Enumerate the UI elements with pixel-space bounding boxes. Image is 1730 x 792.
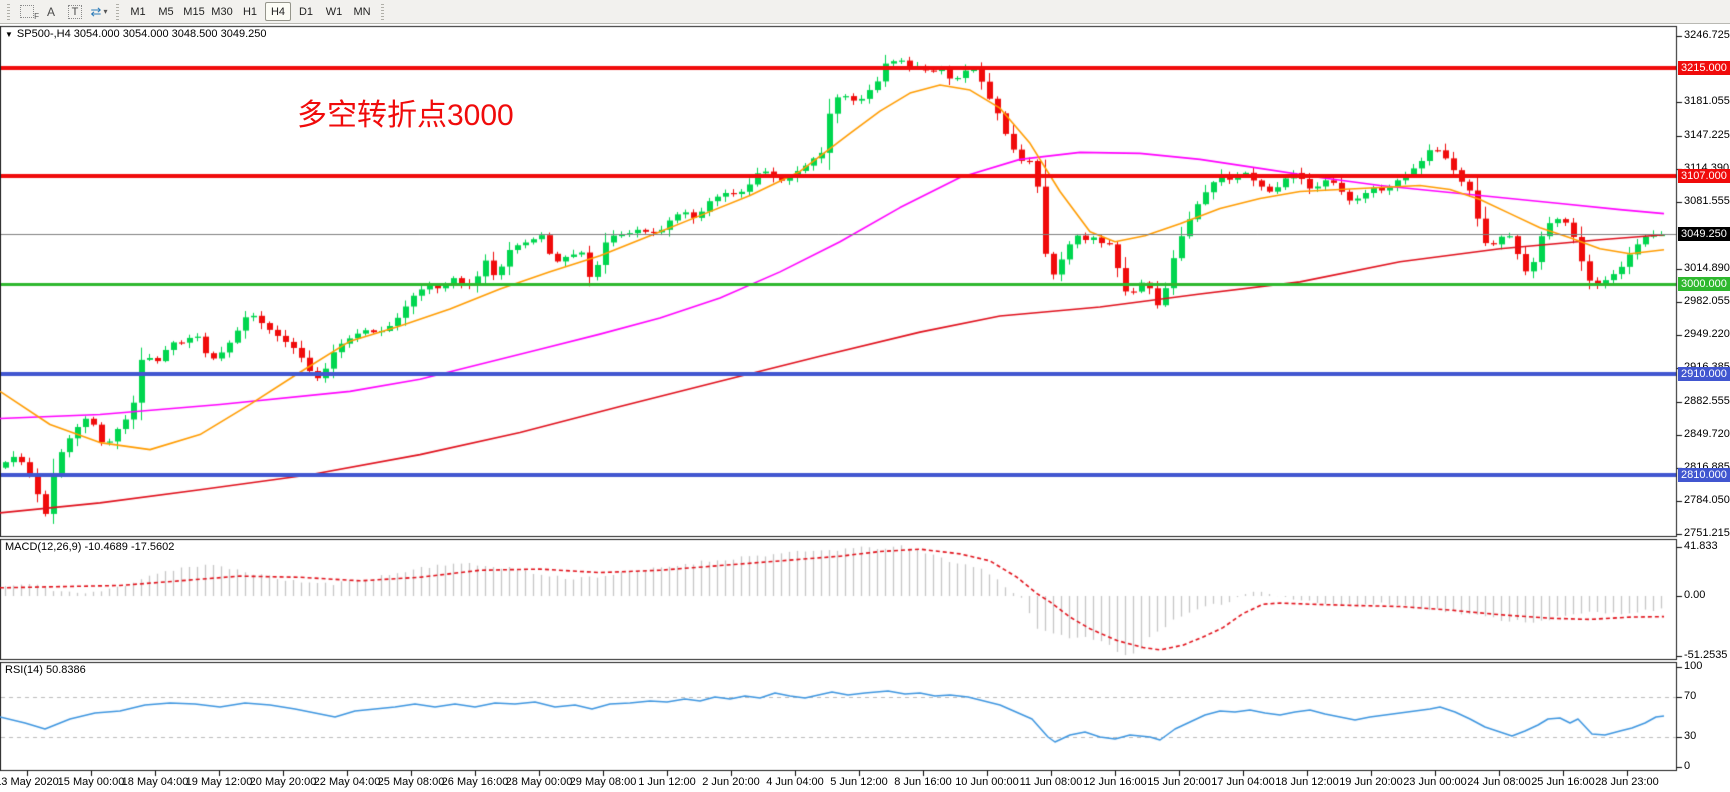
- toolbar-grip[interactable]: [7, 3, 10, 20]
- toolbar-grip[interactable]: [116, 3, 119, 20]
- date-axis-label: 24 Jun 08:00: [1467, 776, 1531, 788]
- price-axis-label: 2982.055: [1684, 294, 1730, 307]
- macd-values: -10.4689 -17.5602: [84, 541, 175, 553]
- date-axis-label: 10 Jun 00:00: [955, 776, 1019, 788]
- price-axis-label: 2882.555: [1684, 394, 1730, 407]
- chart-annotation: 多空转折点3000: [297, 99, 514, 132]
- date-axis-label: 4 Jun 04:00: [766, 776, 824, 788]
- macd-name: MACD(12,26,9): [5, 541, 82, 553]
- chart-canvas[interactable]: [0, 24, 1730, 792]
- date-axis-label: 12 Jun 16:00: [1083, 776, 1147, 788]
- price-level-badge: 2910.000: [1678, 367, 1730, 382]
- chart-symbol-title: ▼ SP500-,H4 3054.000 3054.000 3048.500 30…: [5, 28, 266, 40]
- price-axis-label: 3014.890: [1684, 261, 1730, 274]
- timeframe-button-w1[interactable]: W1: [325, 6, 343, 18]
- price-level-badge: 2810.000: [1678, 467, 1730, 482]
- date-axis-label: 19 Jun 20:00: [1339, 776, 1403, 788]
- timeframe-button-m5[interactable]: M5: [158, 6, 174, 18]
- date-axis-label: 23 Jun 00:00: [1403, 776, 1467, 788]
- rsi-axis-label: 100: [1684, 660, 1703, 672]
- date-axis-label: 15 Jun 20:00: [1147, 776, 1211, 788]
- chart-grid-f-icon: F: [20, 5, 39, 21]
- label-tool-button[interactable]: T: [63, 2, 87, 22]
- timeframe-button-h4[interactable]: H4: [265, 2, 291, 21]
- date-axis-label: 2 Jun 20:00: [702, 776, 760, 788]
- rsi-label: RSI(14) 50.8386: [5, 664, 86, 676]
- price-axis-label: 2949.220: [1684, 327, 1730, 340]
- date-axis-label: 19 May 12:00: [185, 776, 253, 788]
- price-axis-label: 2849.720: [1684, 427, 1730, 440]
- macd-label: MACD(12,26,9) -10.4689 -17.5602: [5, 541, 174, 553]
- symbol-ohlc-text: SP500-,H4 3054.000 3054.000 3048.500 304…: [16, 28, 267, 40]
- timeframe-button-m30[interactable]: M30: [211, 6, 233, 18]
- arrows-tool-button[interactable]: ⇄ ▾: [90, 3, 108, 19]
- rsi-axis-label: 30: [1684, 730, 1697, 742]
- rsi-axis-label: 0: [1684, 760, 1691, 772]
- price-axis-label: 2751.215: [1684, 526, 1730, 539]
- text-tool-button[interactable]: A: [46, 4, 55, 19]
- price-level-badge: 3049.250: [1678, 227, 1730, 242]
- macd-axis-label: 0.00: [1684, 589, 1706, 601]
- date-axis-label: 18 May 04:00: [121, 776, 189, 788]
- dropdown-caret-icon: ▾: [103, 7, 108, 16]
- price-axis-label: 3147.225: [1684, 129, 1730, 142]
- price-axis-label: 3081.555: [1684, 195, 1730, 207]
- date-axis-label: 25 Jun 16:00: [1531, 776, 1595, 788]
- date-axis-label: 26 May 16:00: [441, 776, 509, 788]
- date-axis-label: 13 May 2020: [0, 776, 59, 788]
- date-axis-label: 5 Jun 12:00: [830, 776, 888, 788]
- toolbar-grip[interactable]: [381, 3, 384, 20]
- price-axis-label: 3246.725: [1684, 29, 1730, 42]
- date-axis-label: 28 May 00:00: [505, 776, 573, 788]
- price-axis-label: 2784.050: [1684, 493, 1730, 506]
- date-axis-label: 28 Jun 23:00: [1595, 776, 1659, 788]
- price-level-badge: 3000.000: [1678, 276, 1730, 291]
- date-axis-label: 1 Jun 12:00: [638, 776, 696, 788]
- date-axis-label: 25 May 08:00: [377, 776, 445, 788]
- timeframe-button-m15[interactable]: M15: [183, 6, 205, 18]
- price-level-badge: 3107.000: [1678, 169, 1730, 184]
- date-axis-label: 11 Jun 08:00: [1019, 776, 1083, 788]
- toolbar: F A T ⇄ ▾ M1 M5 M15 M30 H1 H4 D1 W1 MN: [0, 0, 1730, 24]
- chart-shift-button[interactable]: F: [15, 2, 39, 22]
- price-axis-label: 3181.055: [1684, 95, 1730, 108]
- date-axis-label: 17 Jun 04:00: [1211, 776, 1275, 788]
- rsi-name: RSI(14): [5, 664, 43, 676]
- collapse-triangle-icon[interactable]: ▼: [5, 30, 13, 39]
- rsi-axis-label: 70: [1684, 690, 1697, 702]
- text-label-icon: T: [67, 4, 83, 19]
- date-axis-label: 20 May 20:00: [249, 776, 317, 788]
- price-level-badge: 3215.000: [1678, 60, 1730, 75]
- rsi-value: 50.8386: [45, 664, 86, 676]
- timeframe-button-m1[interactable]: M1: [130, 6, 146, 18]
- macd-axis-label: -51.2535: [1684, 649, 1728, 662]
- date-axis-label: 8 Jun 16:00: [894, 776, 952, 788]
- date-axis-label: 29 May 08:00: [569, 776, 637, 788]
- timeframe-button-h1[interactable]: H1: [242, 6, 258, 18]
- date-axis-label: 15 May 00:00: [57, 776, 125, 788]
- date-axis-label: 22 May 04:00: [313, 776, 381, 788]
- timeframe-button-d1[interactable]: D1: [298, 6, 314, 18]
- macd-axis-label: 41.833: [1684, 540, 1718, 553]
- date-axis-label: 18 Jun 12:00: [1275, 776, 1339, 788]
- timeframe-button-mn[interactable]: MN: [353, 6, 371, 18]
